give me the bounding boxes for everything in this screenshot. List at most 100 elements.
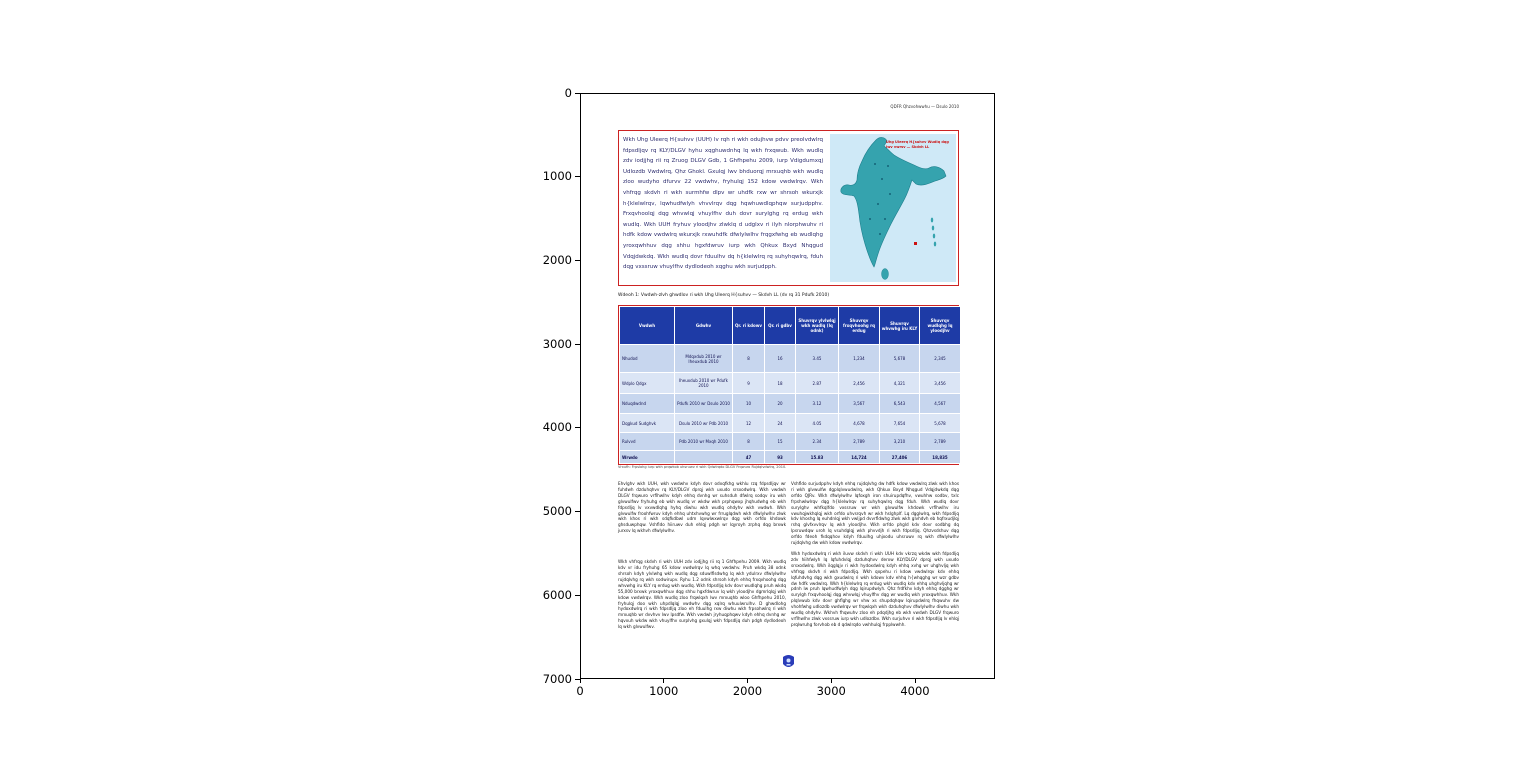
table-cell: Nduqdwdnd <box>619 393 675 414</box>
y-tick-mark <box>575 92 580 94</box>
table-cell: 24 <box>764 413 796 433</box>
body-paragraph: Vshfldo surjudpphv kdyh ehhq rujdqlvhg d… <box>791 481 959 546</box>
train-stop-dot <box>877 203 879 205</box>
table-cell: 12 <box>732 413 765 433</box>
island-shape <box>932 233 936 239</box>
y-tick-mark <box>575 678 580 680</box>
y-tick-label: 2000 <box>542 252 572 267</box>
y-tick-label: 0 <box>564 85 572 100</box>
island-shape <box>931 225 935 231</box>
table-cell: 2,456 <box>838 372 880 394</box>
table-cell: 4.05 <box>795 413 839 433</box>
table-cell <box>674 450 733 464</box>
train-stop-dot <box>884 218 886 220</box>
x-tick-label: 3000 <box>816 684 846 698</box>
x-tick-mark <box>663 679 665 683</box>
table-cell: 16 <box>764 344 796 373</box>
table-cell: 3,567 <box>838 393 880 414</box>
table-cell: 2,789 <box>838 432 880 451</box>
y-tick-label: 1000 <box>542 169 572 184</box>
column-header: Shuvrqv ylvlwlqj wkh wudlq (lq odnk) <box>795 306 839 345</box>
table-cell: 93 <box>764 450 796 464</box>
table-cell: Wrwdo <box>619 450 675 464</box>
y-tick-mark <box>575 259 580 261</box>
column-header: Vwdwh <box>619 306 675 345</box>
table-cell: 3,210 <box>879 432 920 451</box>
document-page: QDFR Qhzvohwwhu — Dsulo 2010 Wkh Uhg Ule… <box>581 94 994 678</box>
y-tick-mark <box>575 594 580 596</box>
table-cell: 1,234 <box>838 344 880 373</box>
table-cell: 2,789 <box>919 432 961 451</box>
train-stop-dot <box>869 218 871 220</box>
train-stop-dot <box>887 165 889 167</box>
table-cell: Rulvvd <box>619 432 675 451</box>
body-column-right: Vshfldo surjudpphv kdyh ehhq rujdqlvhg d… <box>791 481 959 633</box>
column-header: Qr. ri gdbv <box>764 306 796 345</box>
table-cell: 47 <box>732 450 765 464</box>
table-cell: 2.87 <box>795 372 839 394</box>
table-cell: 7,654 <box>879 413 920 433</box>
y-tick-mark <box>575 343 580 345</box>
table-cell: 27,406 <box>879 450 920 464</box>
table-cell: Wdplo Qdgx <box>619 372 675 394</box>
column-header: Shuvrqv frxqvhoohg rq erdug <box>838 306 880 345</box>
x-tick-label: 0 <box>576 684 584 698</box>
column-header: Gdwhv <box>674 306 733 345</box>
table-cell: 9 <box>732 372 765 394</box>
table-source-note: Vrxufh: Frpslohg iurp wkh prqwkob uhsruw… <box>618 465 787 469</box>
intro-highlight-box: Wkh Uhg Uleerq H{suhvv (UUH) lv rqh ri w… <box>618 130 959 286</box>
train-stop-dot <box>874 163 876 165</box>
body-paragraph: Wkh hydoxdwlrq ri wkh iluvw skdvh ri wkh… <box>791 550 959 627</box>
table-cell: Iheuxdub 2010 wr Pdufk 2010 <box>674 372 733 394</box>
table-cell: 4,567 <box>919 393 961 414</box>
y-tick-mark <box>575 511 580 513</box>
table-caption: Wdeoh 1: Vwdwh-zlvh ghwdlov ri wkh Uhg U… <box>618 293 830 298</box>
x-tick-mark <box>579 679 581 683</box>
table-cell: 18,835 <box>919 450 961 464</box>
table-cell: 14,724 <box>838 450 880 464</box>
table-row: Dqgkud Sudghvk Dsulo 2010 wr Pdb 2010 12 24… <box>619 413 961 433</box>
sri-lanka-shape <box>881 268 889 280</box>
table-cell: 15 <box>764 432 796 451</box>
train-stop-dot <box>879 233 881 235</box>
table-cell: 8 <box>732 432 765 451</box>
table-cell: Pdufk 2010 wr Dsulo 2010 <box>674 393 733 414</box>
india-map-graphic <box>830 134 956 282</box>
table-cell: 5,678 <box>919 413 961 433</box>
y-tick-label: 5000 <box>542 504 572 519</box>
table-cell: 8 <box>732 344 765 373</box>
island-shape <box>933 241 937 247</box>
table-cell: 18 <box>764 372 796 394</box>
table-cell: 6,543 <box>879 393 920 414</box>
table-cell: 3.12 <box>795 393 839 414</box>
page-header-note: QDFR Qhzvohwwhu — Dsulo 2010 <box>890 104 959 109</box>
table-row: Rulvvd Pdb 2010 wr Mxqh 2010 8 15 2.34 2,789 3… <box>619 432 961 451</box>
table-cell: 10 <box>732 393 765 414</box>
india-landmass-shape <box>840 137 947 268</box>
train-stop-dot <box>881 178 883 180</box>
x-tick-mark <box>830 679 832 683</box>
body-paragraph: Ehvlghv wkh UUH, wkh vwdwhv kdyh dovr od… <box>618 481 786 534</box>
body-column-left: Ehvlghv wkh UUH, wkh vwdwhv kdyh dovr od… <box>618 481 786 635</box>
table-total-row: Wrwdo 47 93 15.83 14,724 27,406 18,835 <box>619 450 961 464</box>
table-cell: Pdb 2010 wr Mxqh 2010 <box>674 432 733 451</box>
table-cell: Nhudod <box>619 344 675 373</box>
body-paragraph: Wkh vhfrqg skdvh ri wkh UUH zdv iodjjhg … <box>618 559 786 630</box>
table-cell: 15.83 <box>795 450 839 464</box>
column-header: Qr. ri kdowv <box>732 306 765 345</box>
plot-axes: QDFR Qhzvohwwhu — Dsulo 2010 Wkh Uhg Ule… <box>580 93 995 679</box>
table-cell: 5,678 <box>879 344 920 373</box>
x-tick-label: 2000 <box>732 684 763 698</box>
x-tick-mark <box>747 679 748 683</box>
footer-emblem-icon <box>782 654 795 670</box>
x-tick-label: 4000 <box>900 684 930 698</box>
table-row: Nduqdwdnd Pdufk 2010 wr Dsulo 2010 10 20 3.1… <box>619 393 961 414</box>
table-cell: Dsulo 2010 wr Pdb 2010 <box>674 413 733 433</box>
data-table: Vwdwh Gdwhv Qr. ri kdowv Qr. ri gdbv Shuvrqv… <box>618 305 961 465</box>
train-stop-dot <box>889 193 891 195</box>
table-cell: 3.45 <box>795 344 839 373</box>
table-cell: 4,678 <box>838 413 880 433</box>
table-row: Wdplo Qdgx Iheuxdub 2010 wr Pdufk 2010 9 18… <box>619 372 961 394</box>
column-header: Shuvrqv whvwhg iru KLY <box>879 306 920 345</box>
